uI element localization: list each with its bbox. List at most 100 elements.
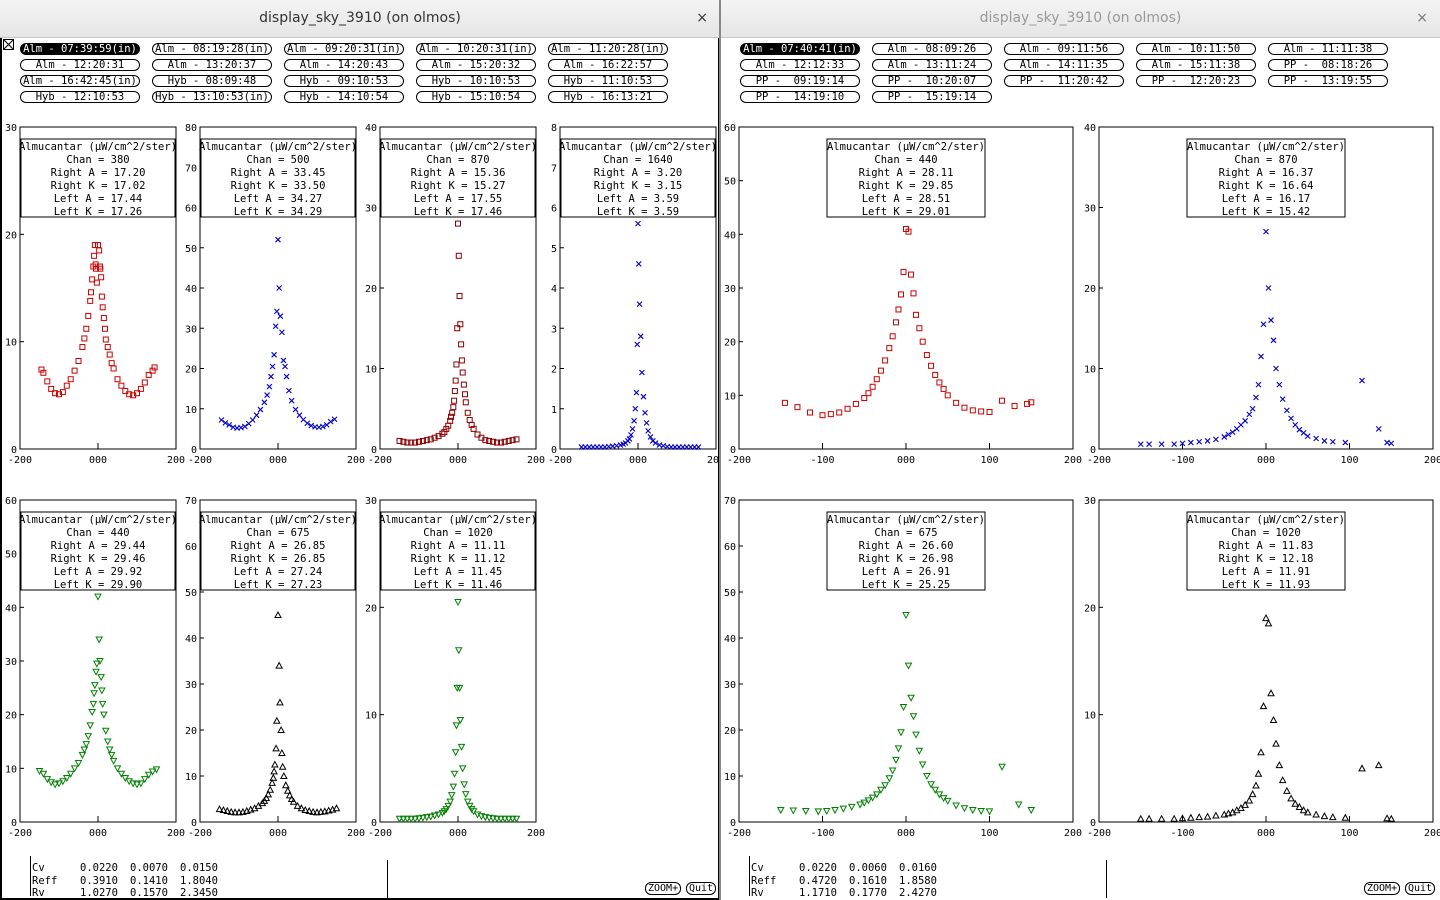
y-tick-label: 10 [185,772,197,783]
dataset-button[interactable]: Alm - 12:12:33 [740,59,860,71]
corner-box-icon[interactable] [3,39,14,50]
dataset-button[interactable]: Alm - 14:11:35 [1004,59,1124,71]
data-point [262,794,271,802]
data-point [629,425,636,432]
data-point [1196,438,1203,445]
x-tick-label: -200 [368,455,392,466]
dataset-button[interactable]: Alm - 07:40:41(in) [740,43,860,55]
quit-button[interactable]: Quit [686,882,717,895]
data-point [105,746,114,754]
zoom-button[interactable]: ZOOM+ [1364,882,1401,895]
dataset-button[interactable]: Alm - 08:19:28(in) [152,43,272,55]
y-tick-label: 60 [5,496,17,507]
dataset-button[interactable]: Alm - 13:11:24 [872,59,992,71]
chart-panel: 0 10 20 30 40 50 60 70 -200 -100 000 100 200 Almucant… [724,496,1082,839]
dataset-button[interactable]: Hyb - 14:10:54 [284,91,404,103]
dataset-button[interactable]: Alm - 10:11:50 [1136,43,1256,55]
quit-button[interactable]: Quit [1405,882,1436,895]
dataset-button[interactable]: Alm - 12:20:31 [20,59,140,71]
dataset-button[interactable]: Alm - 09:11:56 [1004,43,1124,55]
dataset-button[interactable]: PP - 08:18:26 [1268,59,1388,71]
dataset-button[interactable]: Hyb - 15:10:54 [416,91,536,103]
data-point [633,389,640,396]
data-point [215,805,224,813]
dataset-button[interactable]: Hyb - 08:09:48 [152,75,272,87]
y-tick-label: 20 [365,284,377,295]
data-point [1136,814,1145,822]
close-icon[interactable]: × [1416,10,1428,26]
y-tick-label: 2 [551,365,557,376]
x-tick-label: 200 [347,455,365,466]
dataset-button[interactable]: PP - 13:19:55 [1268,75,1388,87]
dataset-button[interactable]: Alm - 15:20:32 [416,59,536,71]
dataset-button[interactable]: Alm - 16:42:45(in) [20,75,140,87]
table-divider [1106,860,1107,898]
data-point [297,804,306,812]
data-point [1268,317,1274,324]
data-point [885,775,894,783]
data-point [1387,814,1396,822]
data-point [51,781,59,789]
data-point [301,805,310,814]
data-point [277,725,285,733]
data-point [84,733,93,741]
data-point [969,407,976,414]
data-point [52,390,59,397]
data-point [923,773,931,781]
data-point [1014,801,1023,809]
dataset-button[interactable]: Alm - 13:20:37 [152,59,272,71]
data-point [1265,285,1272,291]
legend-text: Right K = 12.18 [1219,553,1314,565]
y-tick-label: 50 [724,588,736,599]
data-point [636,301,643,307]
table-divider [387,860,388,898]
y-tick-label: 0 [730,818,736,829]
dataset-button[interactable]: PP - 12:20:23 [1136,75,1256,87]
dataset-button[interactable]: PP - 15:19:14 [872,91,992,103]
dataset-button[interactable]: PP - 11:20:42 [1004,75,1124,87]
data-point [888,767,897,775]
dataset-button[interactable]: Hyb - 09:10:53 [284,75,404,87]
chart-panel: 0 10 20 30 40 50 60 -200 000 200 Almucantar (µW/cm… [5,496,185,839]
dataset-button[interactable]: PP - 14:19:10 [740,91,860,103]
y-tick-label: 10 [1084,711,1096,722]
dataset-button[interactable]: PP - 09:19:14 [740,75,860,87]
legend-text: Right A = 33.45 [231,167,326,179]
dataset-button[interactable]: Alm - 07:39:59(in) [20,43,140,55]
legend-text: Left A = 11.91 [1222,566,1311,578]
legend-box [20,138,176,218]
stats-row: Reff 0.3910 0.1410 1.8040 [32,875,230,888]
dataset-button[interactable]: Hyb - 11:10:53 [548,75,668,87]
data-point [96,658,104,666]
stats-value: 1.1710 [799,887,837,899]
zoom-button[interactable]: ZOOM+ [645,882,682,895]
dataset-button[interactable]: PP - 10:20:07 [872,75,992,87]
dataset-button[interactable]: Hyb - 10:10:53 [416,75,536,87]
dataset-button[interactable]: Alm - 15:11:38 [1136,59,1256,71]
dataset-button[interactable]: Hyb - 16:13:21 [548,91,668,103]
dataset-button[interactable]: Alm - 08:09:26 [872,43,992,55]
y-tick-label: 30 [185,680,197,691]
dataset-button[interactable]: Alm - 16:22:57 [548,59,668,71]
dataset-button[interactable]: Alm - 10:20:31(in) [416,43,536,55]
data-point [1157,814,1166,822]
dataset-button[interactable]: Hyb - 12:10:53 [20,91,140,103]
close-icon[interactable]: × [696,10,708,26]
dataset-button[interactable]: Alm - 14:20:43 [284,59,404,71]
dataset-button[interactable]: Alm - 11:20:28(in) [548,43,668,55]
dataset-button[interactable]: Hyb - 13:10:53(in) [152,91,272,103]
dataset-button[interactable]: Alm - 09:20:31(in) [284,43,404,55]
data-point [961,404,968,411]
data-point [271,760,279,768]
data-point [1278,776,1287,784]
data-point [960,805,969,813]
data-point [454,598,462,607]
data-point [1276,381,1283,388]
data-point [449,409,456,416]
dataset-button[interactable]: Alm - 11:11:38 [1268,43,1388,55]
data-point [88,708,96,717]
data-point [151,364,158,371]
data-point [227,807,236,815]
y-tick-label: 0 [1090,818,1096,829]
data-point [266,383,273,390]
